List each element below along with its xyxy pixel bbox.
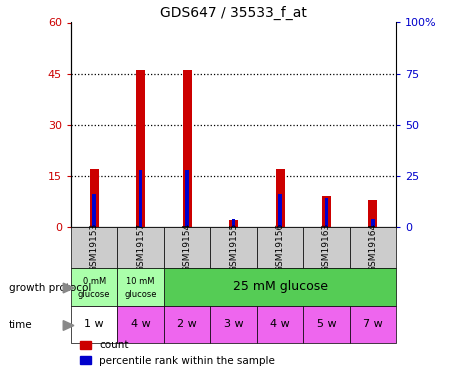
Bar <box>117 268 164 306</box>
Text: glucose: glucose <box>78 290 110 299</box>
Text: GSM19157: GSM19157 <box>136 223 145 272</box>
Bar <box>117 227 164 268</box>
Bar <box>371 219 375 227</box>
Bar <box>210 306 257 343</box>
Title: GDS647 / 35533_f_at: GDS647 / 35533_f_at <box>160 6 307 20</box>
Bar <box>71 268 117 306</box>
Text: GSM19156: GSM19156 <box>276 223 284 272</box>
Text: 1 w: 1 w <box>84 320 104 329</box>
Text: 3 w: 3 w <box>224 320 243 329</box>
Text: 2 w: 2 w <box>177 320 197 329</box>
Text: 7 w: 7 w <box>363 320 383 329</box>
Bar <box>350 227 396 268</box>
Bar <box>90 169 98 227</box>
Text: 5 w: 5 w <box>316 320 336 329</box>
Text: GSM19153: GSM19153 <box>90 223 99 272</box>
Text: 4 w: 4 w <box>131 320 151 329</box>
Text: GSM19154: GSM19154 <box>183 223 191 272</box>
Bar <box>257 227 303 268</box>
Text: time: time <box>9 321 33 330</box>
Bar <box>276 169 284 227</box>
Legend: count, percentile rank within the sample: count, percentile rank within the sample <box>76 336 279 370</box>
Bar <box>369 200 377 227</box>
Text: 0 mM: 0 mM <box>82 277 106 286</box>
Polygon shape <box>63 283 74 293</box>
Bar <box>278 194 282 227</box>
Bar <box>303 227 350 268</box>
Polygon shape <box>63 321 74 330</box>
Text: growth protocol: growth protocol <box>9 283 92 293</box>
Bar <box>322 196 331 227</box>
Bar <box>325 198 328 227</box>
Bar <box>71 306 117 343</box>
Bar <box>303 306 350 343</box>
Bar <box>232 219 235 227</box>
Bar <box>257 306 303 343</box>
Text: GSM19155: GSM19155 <box>229 223 238 272</box>
Text: GSM19163: GSM19163 <box>322 223 331 272</box>
Bar <box>229 220 238 227</box>
Bar <box>164 268 396 306</box>
Bar <box>139 170 142 227</box>
Text: 25 mM glucose: 25 mM glucose <box>233 280 327 293</box>
Bar <box>93 194 96 227</box>
Text: GSM19164: GSM19164 <box>368 223 377 272</box>
Bar <box>164 306 210 343</box>
Text: 4 w: 4 w <box>270 320 290 329</box>
Bar <box>183 70 191 227</box>
Bar <box>71 227 117 268</box>
Bar <box>117 306 164 343</box>
Text: 10 mM: 10 mM <box>126 277 155 286</box>
Bar <box>185 170 189 227</box>
Text: glucose: glucose <box>125 290 157 299</box>
Bar <box>164 227 210 268</box>
Bar <box>136 70 145 227</box>
Bar <box>350 306 396 343</box>
Bar <box>210 227 257 268</box>
